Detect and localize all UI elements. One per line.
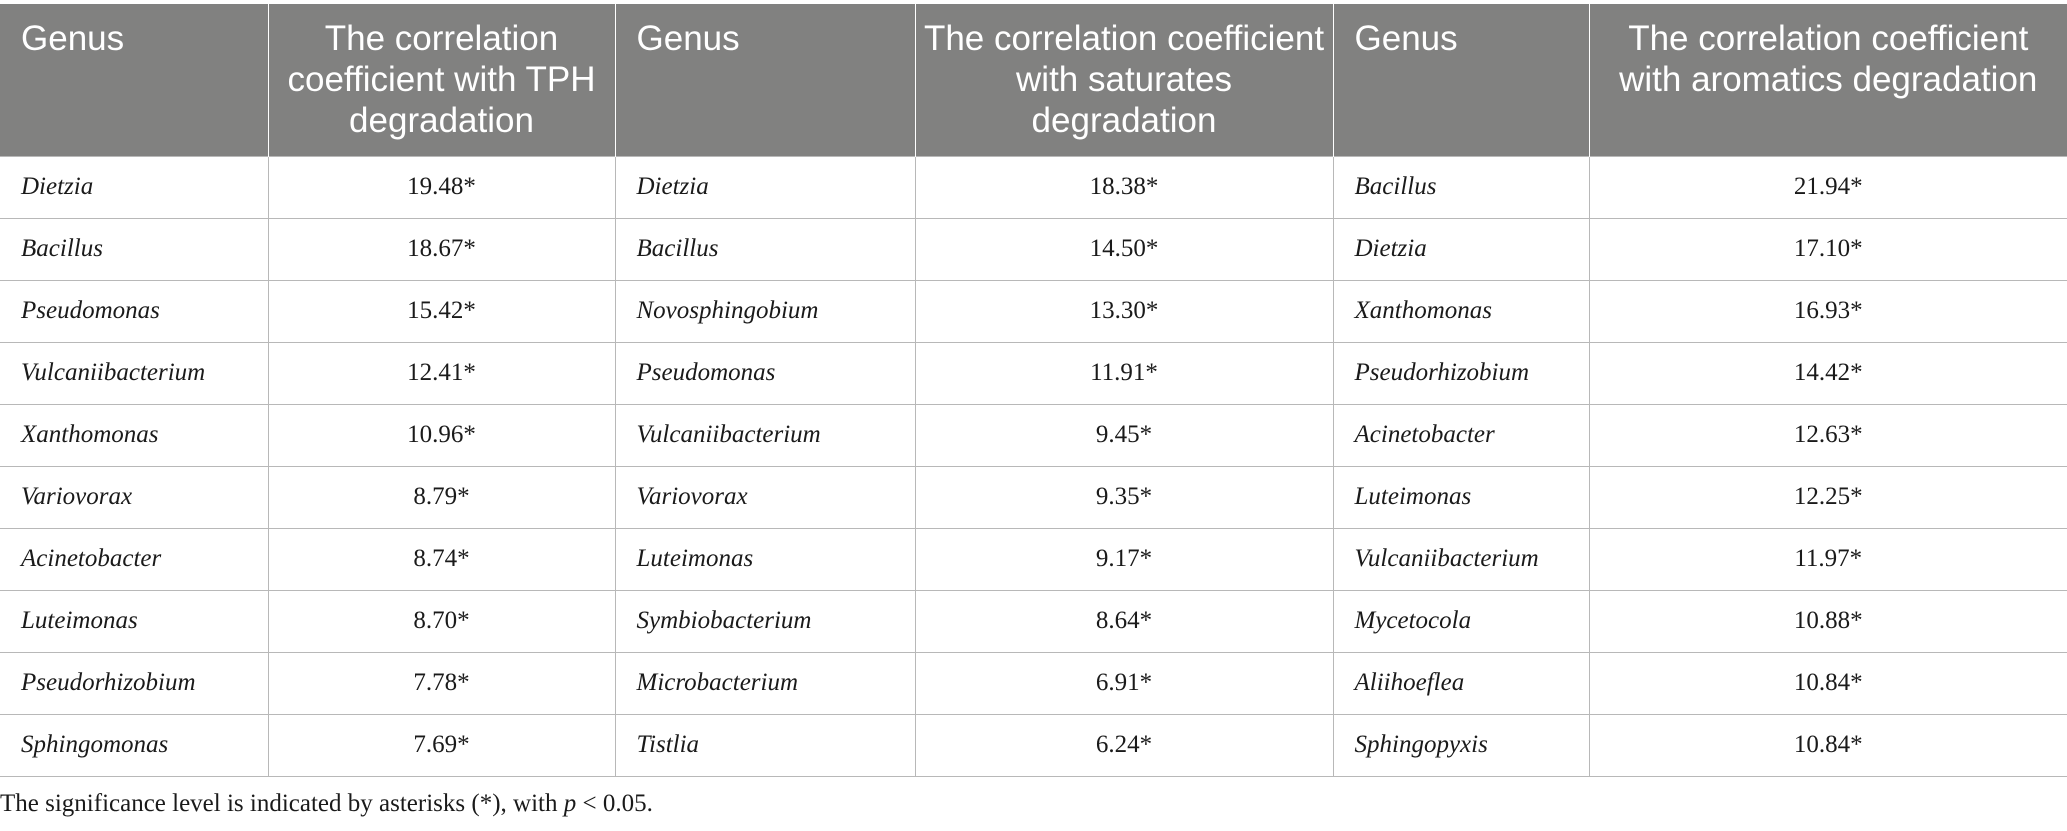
header-saturates-correlation: The correlation coefficient with saturat… — [914, 4, 1333, 156]
genus-cell-aromatics: Xanthomonas — [1332, 279, 1590, 343]
genus-cell-saturates: Variovorax — [614, 465, 916, 529]
tph-value-cell: 18.67* — [267, 217, 616, 281]
table-row: Dietzia 19.48* Dietzia 18.38* Bacillus 21.94* — [0, 155, 2067, 219]
aromatics-value-cell: 12.25* — [1588, 465, 2067, 529]
genus-cell-aromatics: Acinetobacter — [1332, 403, 1590, 467]
genus-cell-saturates: Symbiobacterium — [614, 589, 916, 653]
genus-cell-tph: Xanthomonas — [0, 403, 269, 467]
saturates-value-cell: 9.45* — [914, 403, 1334, 467]
saturates-value-cell: 14.50* — [914, 217, 1334, 281]
saturates-value-cell: 11.91* — [914, 341, 1334, 405]
header-genus: Genus — [0, 4, 268, 156]
header-genus: Genus — [1332, 4, 1589, 156]
genus-cell-aromatics: Bacillus — [1332, 155, 1590, 219]
saturates-value-cell: 9.35* — [914, 465, 1334, 529]
genus-cell-saturates: Dietzia — [614, 155, 916, 219]
genus-cell-tph: Vulcaniibacterium — [0, 341, 269, 405]
table-row: Luteimonas 8.70* Symbiobacterium 8.64* Mycet… — [0, 589, 2067, 653]
genus-cell-tph: Luteimonas — [0, 589, 269, 653]
genus-cell-saturates: Microbacterium — [614, 651, 916, 715]
tph-value-cell: 7.69* — [267, 713, 616, 777]
genus-cell-saturates: Bacillus — [614, 217, 916, 281]
aromatics-value-cell: 10.84* — [1588, 713, 2067, 777]
genus-cell-saturates: Novosphingobium — [614, 279, 916, 343]
aromatics-value-cell: 17.10* — [1588, 217, 2067, 281]
tph-value-cell: 19.48* — [267, 155, 616, 219]
genus-cell-tph: Pseudomonas — [0, 279, 269, 343]
genus-cell-aromatics: Dietzia — [1332, 217, 1590, 281]
header-genus: Genus — [614, 4, 915, 156]
genus-cell-aromatics: Vulcaniibacterium — [1332, 527, 1590, 591]
genus-cell-saturates: Pseudomonas — [614, 341, 916, 405]
genus-cell-saturates: Luteimonas — [614, 527, 916, 591]
tph-value-cell: 8.70* — [267, 589, 616, 653]
genus-cell-aromatics: Sphingopyxis — [1332, 713, 1590, 777]
genus-cell-tph: Acinetobacter — [0, 527, 269, 591]
saturates-value-cell: 9.17* — [914, 527, 1334, 591]
table-row: Xanthomonas 10.96* Vulcaniibacterium 9.45* A… — [0, 403, 2067, 467]
table-footnote: The significance level is indicated by a… — [0, 790, 653, 818]
correlation-table: Genus The correlation coefficient with T… — [0, 4, 2067, 777]
header-aromatics-correlation: The correlation coefficient with aromati… — [1588, 4, 2067, 156]
tph-value-cell: 10.96* — [267, 403, 616, 467]
tph-value-cell: 15.42* — [267, 279, 616, 343]
genus-cell-tph: Sphingomonas — [0, 713, 269, 777]
saturates-value-cell: 6.91* — [914, 651, 1334, 715]
aromatics-value-cell: 12.63* — [1588, 403, 2067, 467]
aromatics-value-cell: 16.93* — [1588, 279, 2067, 343]
aromatics-value-cell: 10.88* — [1588, 589, 2067, 653]
genus-cell-aromatics: Pseudorhizobium — [1332, 341, 1590, 405]
genus-cell-aromatics: Mycetocola — [1332, 589, 1590, 653]
tph-value-cell: 12.41* — [267, 341, 616, 405]
table-row: Bacillus 18.67* Bacillus 14.50* Dietzia 17.10… — [0, 217, 2067, 281]
genus-cell-tph: Bacillus — [0, 217, 269, 281]
genus-cell-aromatics: Aliihoeflea — [1332, 651, 1590, 715]
saturates-value-cell: 18.38* — [914, 155, 1334, 219]
genus-cell-aromatics: Luteimonas — [1332, 465, 1590, 529]
footnote-prefix: The significance level is indicated by a… — [0, 790, 564, 817]
table-row: Vulcaniibacterium 12.41* Pseudomonas 11.91*… — [0, 341, 2067, 405]
table-row: Pseudorhizobium 7.78* Microbacterium 6.91* A… — [0, 651, 2067, 715]
saturates-value-cell: 8.64* — [914, 589, 1334, 653]
tph-value-cell: 8.79* — [267, 465, 616, 529]
saturates-value-cell: 13.30* — [914, 279, 1334, 343]
aromatics-value-cell: 14.42* — [1588, 341, 2067, 405]
genus-cell-tph: Variovorax — [0, 465, 269, 529]
table-row: Acinetobacter 8.74* Luteimonas 9.17* Vulcani… — [0, 527, 2067, 591]
table-row: Sphingomonas 7.69* Tistlia 6.24* Sphingopyxi… — [0, 713, 2067, 777]
tph-value-cell: 7.78* — [267, 651, 616, 715]
aromatics-value-cell: 10.84* — [1588, 651, 2067, 715]
aromatics-value-cell: 11.97* — [1588, 527, 2067, 591]
genus-cell-tph: Dietzia — [0, 155, 269, 219]
table-row: Variovorax 8.79* Variovorax 9.35* Luteimonas… — [0, 465, 2067, 529]
genus-cell-tph: Pseudorhizobium — [0, 651, 269, 715]
saturates-value-cell: 6.24* — [914, 713, 1334, 777]
footnote-suffix: < 0.05. — [576, 790, 653, 817]
genus-cell-saturates: Tistlia — [614, 713, 916, 777]
table-row: Pseudomonas 15.42* Novosphingobium 13.30* Xa… — [0, 279, 2067, 343]
header-tph-correlation: The correlation coefficient with TPH deg… — [267, 4, 615, 156]
aromatics-value-cell: 21.94* — [1588, 155, 2067, 219]
header-row: Genus The correlation coefficient with T… — [0, 4, 2067, 156]
footnote-p-variable: p — [563, 790, 577, 817]
tph-value-cell: 8.74* — [267, 527, 616, 591]
genus-cell-saturates: Vulcaniibacterium — [614, 403, 916, 467]
